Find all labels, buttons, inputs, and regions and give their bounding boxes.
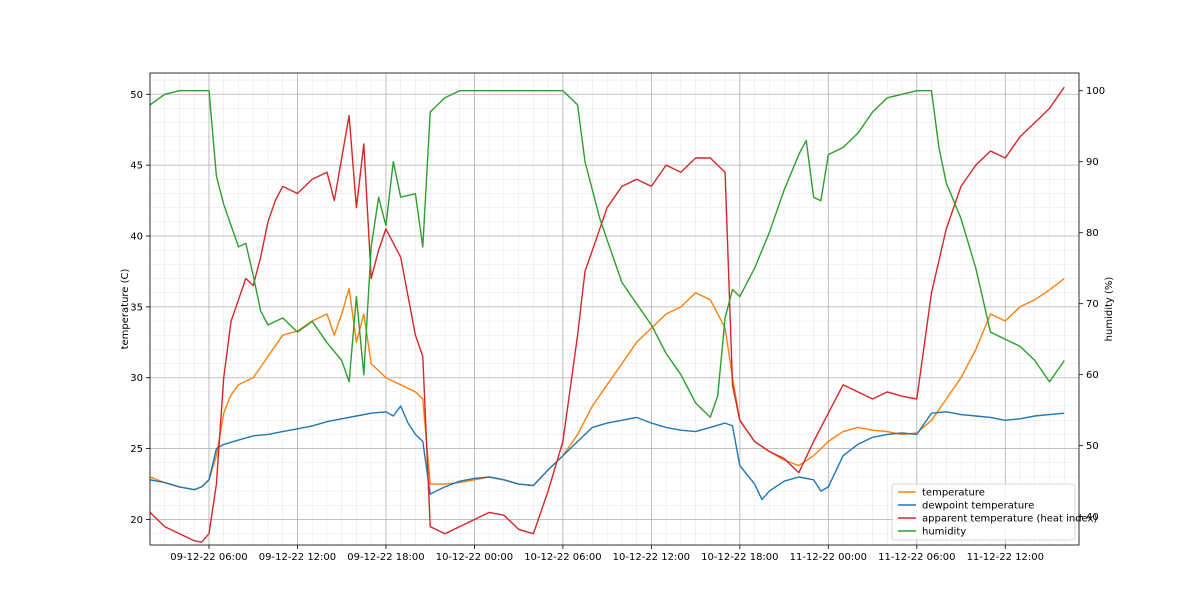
y2-tick-label: 90: [1086, 157, 1099, 168]
y-tick-label: 40: [130, 232, 143, 243]
legend-entry: temperature: [922, 488, 985, 499]
y-axis-label: temperature (C): [120, 268, 131, 349]
legend-entry: apparent temperature (heat index): [922, 514, 1097, 525]
grid: [149, 73, 1080, 545]
x-tick-label: 11-12-22 06:00: [878, 552, 955, 563]
x-tick-label: 10-12-22 12:00: [613, 552, 690, 563]
series-line-apparent-temperature-heat-index-: [149, 86, 1065, 543]
x-tick-label: 09-12-22 18:00: [347, 552, 424, 563]
legend-entry: humidity: [922, 527, 966, 538]
y-tick-label: 20: [130, 515, 143, 526]
x-tick-label: 11-12-22 12:00: [967, 552, 1044, 563]
legend-box: [891, 483, 1076, 541]
y-tick-label: 50: [130, 90, 143, 101]
legend: temperature dewpoint temperature apparent …: [891, 483, 1097, 541]
y2-axis-label: humidity (%): [1104, 277, 1115, 342]
plot-border: [149, 72, 1080, 546]
legend-entry: dewpoint temperature: [922, 501, 1034, 512]
y2-tick-label: 50: [1086, 441, 1099, 452]
plot-frame: [149, 72, 1080, 546]
axes: 09-12-22 06:00 09-12-22 12:00 09-12-22 18:…: [130, 86, 1105, 563]
series-line-dewpoint-temperature: [149, 405, 1065, 501]
y-tick-label: 35: [130, 302, 143, 313]
x-tick-label: 10-12-22 18:00: [701, 552, 778, 563]
x-tick-label: 09-12-22 06:00: [170, 552, 247, 563]
y2-tick-label: 80: [1086, 228, 1099, 239]
y2-tick-label: 70: [1086, 299, 1099, 310]
x-tick-label: 10-12-22 06:00: [524, 552, 601, 563]
x-tick-label: 11-12-22 00:00: [790, 552, 867, 563]
y-tick-label: 30: [130, 373, 143, 384]
x-tick-label: 09-12-22 12:00: [259, 552, 336, 563]
y2-tick-label: 60: [1086, 370, 1099, 381]
plot-series: [149, 86, 1065, 543]
y-tick-label: 25: [130, 444, 143, 455]
y2-tick-label: 100: [1086, 86, 1105, 97]
x-tick-label: 10-12-22 00:00: [436, 552, 513, 563]
y2-tick-label: 40: [1086, 512, 1099, 523]
series-line-humidity: [149, 89, 1065, 418]
y-tick-label: 45: [130, 161, 143, 172]
